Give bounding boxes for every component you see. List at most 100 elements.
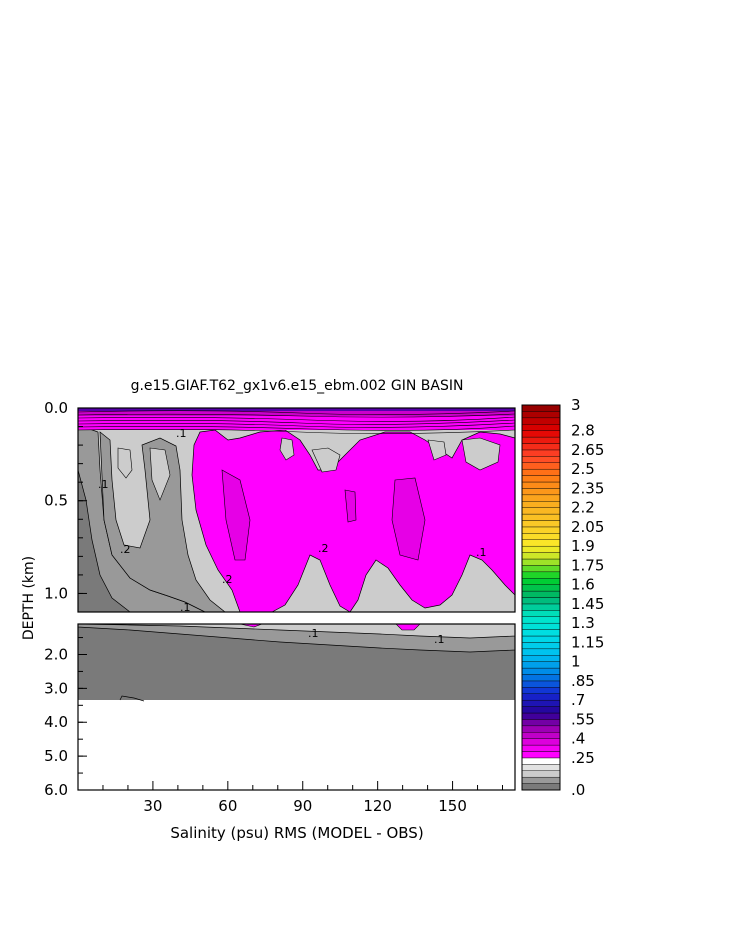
x-tick-label: 30 [143,797,162,815]
colorbar-swatch [521,533,561,540]
colorbar: 32.82.652.52.352.22.051.91.751.61.451.31… [521,396,604,799]
colorbar-swatch [521,552,561,560]
colorbar-swatch [521,699,561,707]
x-axis: 30 60 90 120 150 [102,781,504,815]
colorbar-label: 2.2 [571,499,595,517]
colorbar-swatch [521,520,561,528]
contour-label: .2 [318,542,329,555]
colorbar-swatch [521,565,561,573]
colorbar-swatch [521,693,561,701]
chart-title: g.e15.GIAF.T62_gx1v6.e15_ebm.002 GIN BAS… [131,378,464,394]
surface-contours [78,410,515,434]
lower-panel-frame [77,623,516,791]
x-tick-label: 150 [438,797,467,815]
field-level-0 [78,469,131,612]
colorbar-swatch [521,712,561,720]
colorbar-swatch [521,436,561,444]
colorbar-swatch [521,674,561,682]
colorbar-swatch [521,404,561,412]
y-tick-label: 5.0 [44,747,68,765]
upper-panel-field [78,408,515,612]
colorbar-swatch [521,411,561,419]
colorbar-label: 1.3 [571,614,595,632]
colorbar-swatch [521,622,561,630]
colorbar-swatch [521,783,561,791]
x-axis-label: Salinity (psu) RMS (MODEL - OBS) [170,824,423,842]
colorbar-label: 1.9 [571,537,595,555]
contour-label: .1 [98,478,109,491]
colorbar-swatch [521,513,561,521]
colorbar-swatch [521,635,561,643]
y-axis-label: DEPTH (km) [21,556,37,640]
colorbar-swatch [521,424,561,431]
colorbar-label: 3 [571,396,581,414]
y-tick-label: 0.0 [44,399,68,417]
colorbar-label: 1.45 [571,595,604,613]
colorbar-swatch [521,526,561,534]
colorbar-swatch [521,610,561,617]
colorbar-label: 2.35 [571,479,604,497]
colorbar-swatch [521,462,561,470]
contour-label: .1 [476,546,487,559]
colorbar-label: .4 [571,730,585,748]
colorbar-label: 2.5 [571,460,595,478]
colorbar-label: .0 [571,781,585,799]
colorbar-swatch [521,725,561,733]
colorbar-swatch [521,642,561,650]
colorbar-label: .85 [571,672,595,690]
colorbar-swatch [521,443,561,451]
colorbar-swatch [521,706,561,714]
colorbar-swatch [521,571,561,579]
colorbar-swatch [521,667,561,675]
colorbar-swatch [521,584,561,592]
colorbar-swatch [521,507,561,515]
colorbar-swatch [521,655,561,662]
y-tick-label: 4.0 [44,713,68,731]
colorbar-label: 2.65 [571,441,604,459]
x-tick-label: 90 [293,797,312,815]
colorbar-swatch [521,719,561,727]
colorbar-swatch [521,417,561,425]
y-tick-label: 3.0 [44,679,68,697]
colorbar-swatch [521,764,561,771]
lower-panel-field [78,624,515,702]
y-axis-lower: 2.0 3.0 4.0 5.0 6.0 [44,637,87,799]
colorbar-swatch [521,757,561,765]
colorbar-swatch [521,661,561,669]
colorbar-swatch [521,590,561,598]
contour-label: .1 [308,627,319,640]
colorbar-label: 1.15 [571,633,604,651]
colorbar-label: 1.6 [571,576,595,594]
colorbar-swatch [521,744,561,752]
field-level-1b [99,431,226,612]
colorbar-swatch [521,616,561,624]
colorbar-swatch [521,597,561,605]
colorbar-label: .7 [571,691,585,709]
colorbar-swatch [521,475,561,483]
y-tick-label: 2.0 [44,645,68,663]
colorbar-swatch [521,648,561,656]
colorbar-label: 1.75 [571,556,604,574]
colorbar-label: 2.8 [571,422,595,440]
upper-panel-frame [77,407,516,613]
colorbar-swatch [521,488,561,496]
colorbar-swatch [521,776,561,784]
y-tick-label: 0.5 [44,492,68,510]
colorbar-swatch [521,732,561,739]
colorbar-swatch [521,501,561,508]
y-axis-upper: 0.0 0.5 1.0 [44,399,87,613]
y-tick-label: 6.0 [44,781,68,799]
x-tick-label: 60 [218,797,237,815]
contour-labels: .1 .2 .1 .1 .2 .1 .2 .1 .1 [98,427,487,646]
colorbar-label: 1 [571,653,581,671]
colorbar-swatch [521,770,561,778]
y-tick-label: 1.0 [44,584,68,602]
colorbar-swatch [521,738,561,746]
colorbar-swatch [521,494,561,502]
colorbar-swatch [521,539,561,547]
colorbar-swatch [521,481,561,489]
contour-label: .1 [176,427,187,440]
colorbar-swatch [521,751,561,759]
contour-label: .2 [120,543,131,556]
